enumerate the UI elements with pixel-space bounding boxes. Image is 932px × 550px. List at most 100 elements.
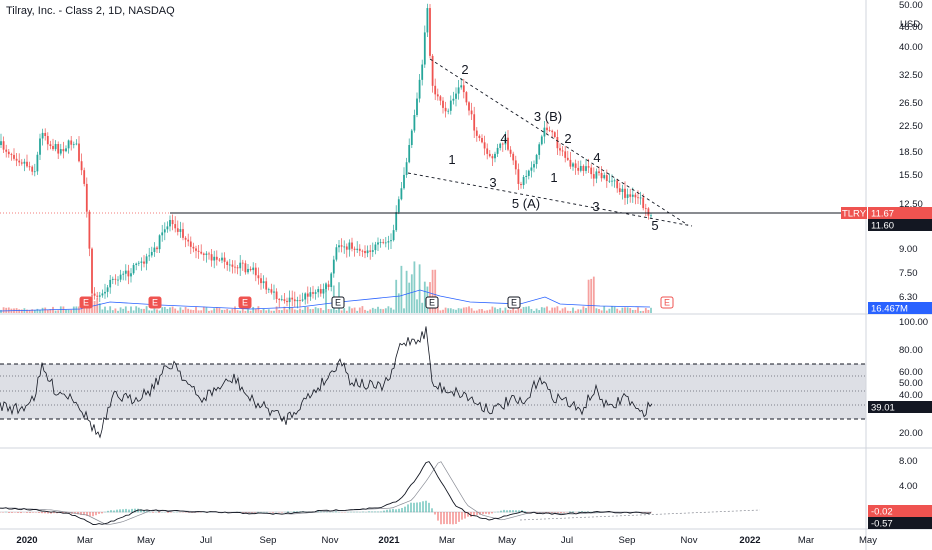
macd-histogram-bar bbox=[563, 512, 565, 513]
candle bbox=[504, 131, 507, 151]
time-axis-tick: Nov bbox=[681, 535, 698, 546]
volume-bar bbox=[434, 269, 437, 313]
earnings-badge[interactable]: E bbox=[660, 296, 674, 309]
rsi-series bbox=[0, 326, 653, 439]
volume-bar bbox=[496, 309, 499, 313]
candle bbox=[455, 87, 457, 107]
macd-histogram-bar bbox=[410, 502, 412, 513]
volume-bar bbox=[247, 309, 249, 313]
volume-bar bbox=[621, 307, 624, 313]
volume-bar bbox=[182, 309, 184, 313]
volume-bar bbox=[629, 308, 632, 313]
candle bbox=[49, 140, 52, 150]
candle bbox=[267, 287, 270, 294]
volume-bar bbox=[49, 309, 52, 313]
volume-bar bbox=[548, 310, 551, 313]
candle bbox=[639, 191, 642, 205]
macd-signal-line bbox=[0, 461, 652, 526]
volume-bar bbox=[93, 301, 96, 313]
macd-histogram-bar bbox=[518, 510, 520, 513]
volume-bar bbox=[192, 310, 195, 313]
candle bbox=[358, 244, 361, 257]
candle bbox=[176, 220, 179, 236]
currency-label: USD bbox=[900, 19, 920, 30]
candle bbox=[374, 241, 377, 255]
volume-bar bbox=[171, 306, 174, 313]
candle bbox=[15, 152, 18, 167]
volume-bar bbox=[184, 306, 187, 313]
volume-bar bbox=[543, 307, 546, 313]
time-axis: 2020 Mar May Jul Sep Nov 2021 Mar May Jul Sep Nov 20… bbox=[16, 535, 877, 546]
candle bbox=[356, 241, 359, 254]
candle bbox=[481, 134, 483, 144]
wedge-trendlines[interactable] bbox=[407, 58, 693, 227]
lower-trendline[interactable] bbox=[407, 172, 693, 227]
macd-histogram-bar bbox=[374, 511, 376, 513]
candle bbox=[7, 149, 10, 158]
candle bbox=[405, 157, 408, 178]
volume-bar bbox=[18, 309, 21, 313]
price-axis-tick: 26.50 bbox=[899, 98, 923, 109]
macd-trendline[interactable] bbox=[519, 509, 761, 521]
volume-bar bbox=[0, 309, 2, 313]
candle bbox=[478, 134, 481, 142]
candle bbox=[218, 258, 221, 262]
candle bbox=[111, 276, 114, 285]
candle bbox=[520, 181, 522, 189]
time-axis-tick: Jul bbox=[200, 535, 212, 546]
volume-bar bbox=[179, 307, 182, 313]
candle bbox=[301, 292, 304, 302]
macd-histogram-bar bbox=[131, 508, 133, 513]
macd-histogram-bar bbox=[287, 511, 289, 513]
volume-bar bbox=[512, 306, 515, 313]
volume-bar bbox=[70, 309, 73, 313]
volume-bar bbox=[486, 310, 489, 313]
volume-bar bbox=[330, 309, 333, 313]
candle bbox=[525, 170, 528, 184]
candle bbox=[439, 94, 442, 106]
volume-tag-label: 16.467M bbox=[871, 304, 908, 315]
volume-bar bbox=[546, 306, 548, 313]
candle bbox=[564, 145, 567, 163]
volume-bar bbox=[137, 307, 140, 313]
volume-bar bbox=[491, 306, 494, 313]
volume-bar bbox=[626, 307, 629, 313]
rsi-value-tag: 39.01 bbox=[868, 401, 932, 414]
candle bbox=[574, 159, 577, 175]
volume-bar bbox=[345, 310, 348, 313]
earnings-badge[interactable]: E bbox=[148, 296, 162, 309]
candle bbox=[299, 294, 301, 308]
earnings-badge[interactable]: E bbox=[238, 296, 252, 309]
macd-histogram-bar bbox=[122, 509, 124, 513]
candle bbox=[247, 264, 249, 275]
volume-bar bbox=[36, 308, 39, 313]
macd-histogram-bar bbox=[74, 512, 76, 514]
candle bbox=[205, 251, 208, 263]
earnings-badge[interactable]: E bbox=[79, 296, 93, 309]
candle bbox=[566, 150, 569, 161]
earnings-badge[interactable]: E bbox=[425, 296, 439, 309]
macd-histogram-bar bbox=[389, 509, 391, 513]
macd-histogram-bar bbox=[458, 512, 460, 522]
earnings-badge[interactable]: E bbox=[507, 296, 521, 309]
candle bbox=[166, 221, 169, 233]
volume-bar bbox=[275, 306, 278, 313]
candle bbox=[291, 290, 294, 307]
volume-bar bbox=[590, 278, 593, 313]
volume-bar bbox=[327, 309, 330, 313]
volume-bar bbox=[397, 293, 400, 313]
price-candles bbox=[0, 3, 652, 310]
volume-bar bbox=[205, 307, 208, 313]
macd-histogram-bar bbox=[419, 502, 421, 513]
price-axis-tick: 50.00 bbox=[899, 0, 923, 11]
earnings-badge[interactable]: E bbox=[331, 296, 345, 309]
candle bbox=[366, 245, 369, 258]
volume-bar bbox=[111, 310, 114, 313]
volume-bar bbox=[244, 310, 247, 313]
macd-histogram-bar bbox=[476, 512, 478, 515]
candle bbox=[491, 153, 494, 167]
volume-bar bbox=[265, 310, 268, 313]
macd-histogram-bar bbox=[455, 512, 457, 524]
